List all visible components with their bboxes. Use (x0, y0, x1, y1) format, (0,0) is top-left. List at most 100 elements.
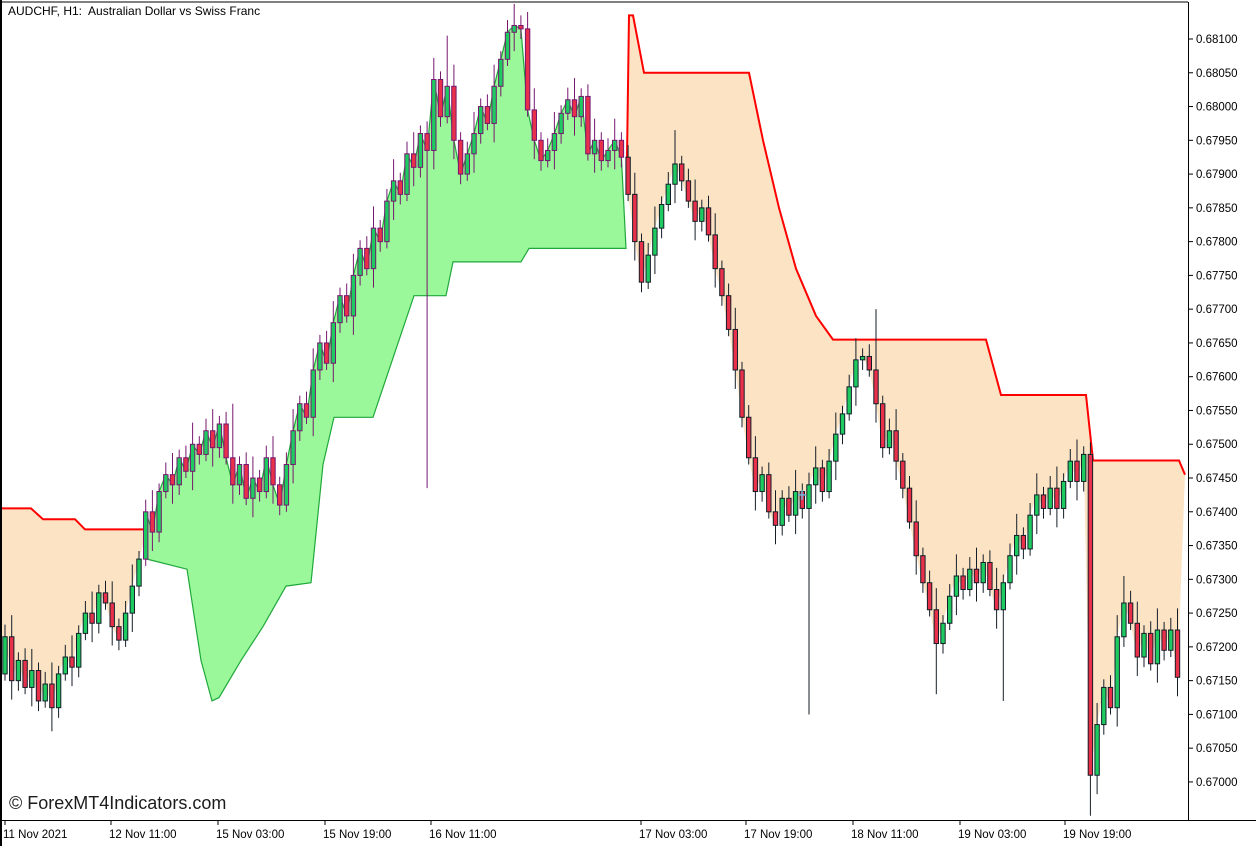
bearish-candle-body (223, 423, 229, 459)
bullish-candle-body (384, 200, 390, 243)
bearish-candle-body (725, 295, 732, 330)
bullish-candle-body (813, 467, 819, 486)
time-axis[interactable]: 11 Nov 2021 12 Nov 11:00 15 Nov 03:00 15 No… (3, 820, 1131, 841)
bearish-candle-body (303, 403, 310, 418)
bearish-candle-body (933, 609, 939, 645)
bullish-candle-body (665, 183, 671, 205)
time-axis-label: 19 Nov 19:00 (1063, 829, 1131, 841)
price-axis-label: 0.67300 (1196, 574, 1238, 586)
bearish-candle-body (719, 268, 725, 297)
bullish-candle-body (76, 632, 82, 668)
bearish-candle-body (9, 636, 15, 682)
bullish-candle-body (511, 24, 517, 33)
bearish-candle-body (900, 460, 906, 489)
bullish-candle-body (1081, 453, 1087, 482)
bearish-candle-body (102, 592, 109, 604)
bullish-candle-body (263, 457, 270, 493)
bullish-candle-body (947, 595, 953, 624)
bullish-candle-body (250, 477, 256, 499)
bearish-candle-body (679, 163, 685, 182)
bearish-candle-body (571, 99, 578, 118)
bearish-candle-body (1054, 487, 1060, 509)
bullish-candle-body (478, 106, 484, 135)
price-axis-label: 0.67350 (1196, 541, 1238, 553)
price-axis[interactable]: 0.68100 0.68050 0.68000 0.67950 0.67900 0.678… (1188, 34, 1238, 789)
bearish-candle-body (256, 477, 263, 493)
bearish-candle-body (772, 511, 779, 526)
bullish-candle-body (62, 656, 68, 675)
bullish-candle-body (203, 430, 209, 455)
bearish-candle-body (625, 156, 631, 195)
bullish-candle-body (833, 433, 839, 462)
time-axis-label: 17 Nov 03:00 (639, 829, 707, 841)
bearish-candle-body (524, 28, 531, 111)
bullish-candle-body (504, 31, 511, 60)
bullish-candle-body (612, 139, 618, 151)
bearish-candle-body (598, 139, 604, 162)
bearish-candle-body (960, 575, 966, 590)
price-axis-label: 0.67000 (1196, 777, 1238, 789)
bullish-candle-body (1094, 724, 1100, 776)
bearish-candle-body (531, 109, 537, 141)
bullish-candle-body (417, 133, 424, 168)
copyright-watermark: © ForexMT4Indicators.com (9, 793, 227, 813)
bearish-candle-body (705, 207, 712, 236)
bearish-candle-body (1148, 632, 1154, 665)
bearish-candle-body (1127, 602, 1134, 624)
bullish-candle-body (591, 139, 598, 155)
bullish-candle-body (859, 355, 866, 361)
bullish-candle-body (1027, 514, 1033, 550)
bearish-candle-body (1134, 622, 1140, 658)
price-axis-label: 0.68000 (1196, 102, 1238, 114)
bullish-candle-body (779, 497, 785, 526)
bearish-candle-body (22, 659, 28, 688)
bullish-candle-body (1014, 534, 1020, 557)
bearish-candle-body (1107, 686, 1114, 709)
bullish-candle-body (558, 112, 564, 135)
bullish-candle-body (886, 430, 893, 449)
bullish-candle-body (310, 369, 316, 418)
bearish-candle-body (880, 403, 886, 449)
bullish-candle-body (471, 133, 477, 155)
time-axis-label: 15 Nov 03:00 (216, 829, 284, 841)
bearish-candle-body (49, 683, 55, 709)
bearish-candle-body (518, 24, 524, 30)
bullish-candle-body (1060, 480, 1067, 509)
bullish-candle-body (129, 585, 136, 614)
bearish-candle-body (538, 139, 544, 162)
bearish-candle-body (926, 582, 933, 611)
price-axis-label: 0.68050 (1196, 68, 1238, 80)
bearish-candle-body (786, 497, 792, 516)
time-axis-label: 19 Nov 03:00 (958, 829, 1026, 841)
bullish-candle-body (317, 342, 323, 371)
bearish-candle-body (89, 612, 95, 624)
price-axis-label: 0.67150 (1196, 676, 1238, 688)
bullish-candle-body (163, 474, 169, 493)
bearish-candle-body (230, 457, 236, 486)
bearish-candle-body (457, 139, 464, 175)
bearish-candle-body (1074, 460, 1080, 482)
bullish-candle-body (1101, 686, 1107, 726)
price-axis-label: 0.67650 (1196, 338, 1238, 350)
bearish-candle-body (752, 457, 759, 493)
bullish-candle-body (390, 180, 397, 202)
price-axis-label: 0.67600 (1196, 372, 1238, 384)
price-axis-label: 0.67500 (1196, 439, 1238, 451)
bearish-candle-body (1087, 453, 1094, 776)
price-axis-label: 0.67750 (1196, 270, 1238, 282)
bullish-candle-body (491, 85, 497, 124)
bullish-candle-body (940, 622, 946, 645)
time-axis-label: 12 Nov 11:00 (109, 829, 177, 841)
bullish-candle-body (652, 227, 658, 256)
bearish-candle-body (109, 602, 115, 628)
bearish-candle-body (344, 295, 350, 317)
price-axis-label: 0.67550 (1196, 405, 1238, 417)
bearish-candle-body (169, 474, 176, 486)
bullish-candle-body (2, 636, 8, 675)
price-axis-label: 0.67800 (1196, 237, 1238, 249)
price-axis-label: 0.67900 (1196, 169, 1238, 181)
bullish-candle-body (122, 612, 129, 641)
bullish-candle-body (236, 464, 243, 486)
